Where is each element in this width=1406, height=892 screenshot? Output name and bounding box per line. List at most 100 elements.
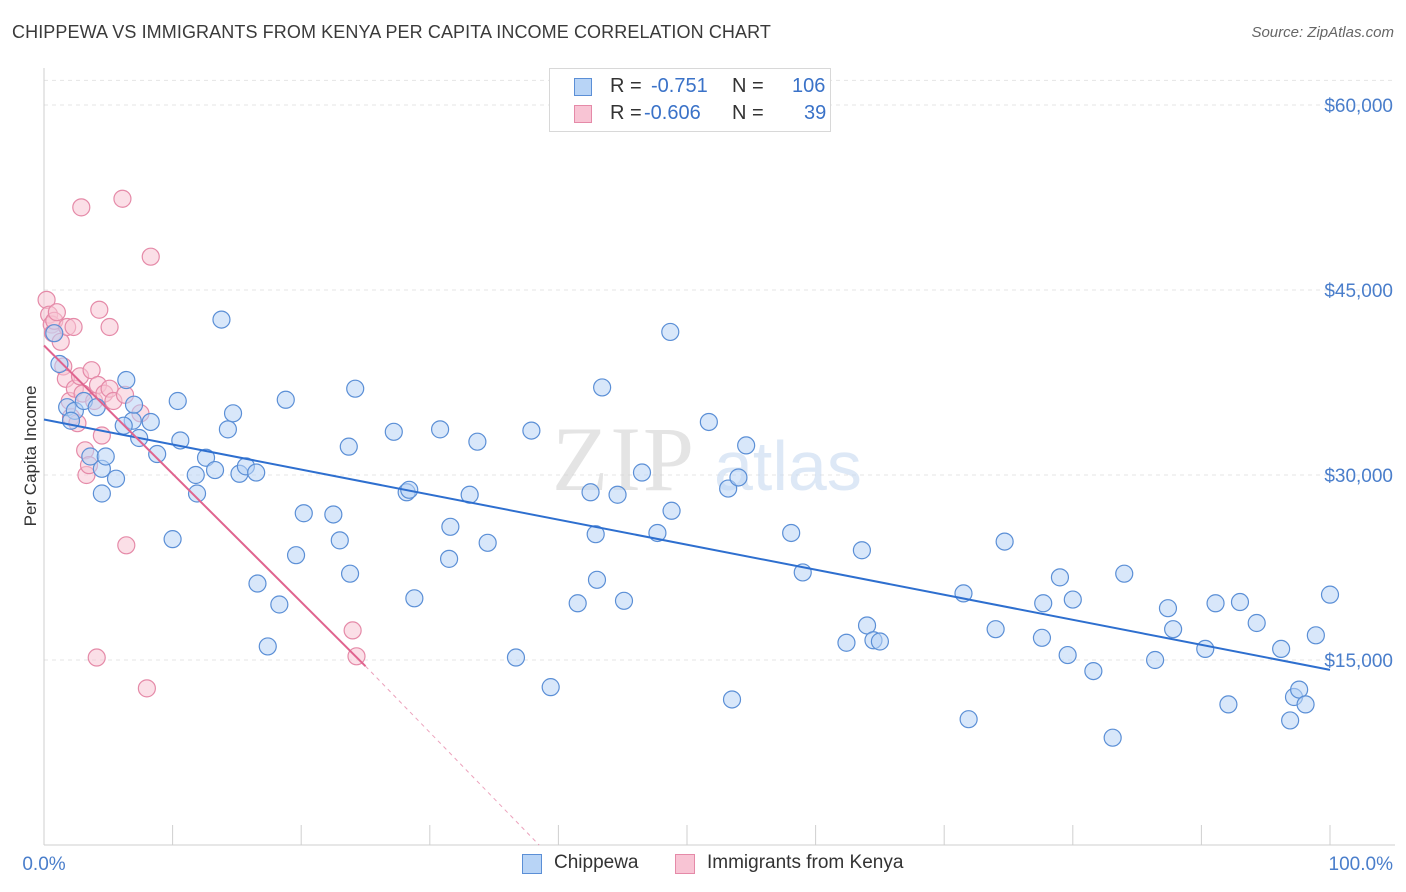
chippewa-point <box>581 483 600 502</box>
chippewa-point <box>87 398 106 417</box>
chippewa-point <box>468 432 487 451</box>
chippewa-point <box>346 379 365 398</box>
chippewa-point <box>339 437 358 456</box>
chippewa-point <box>959 710 978 729</box>
chippewa-point <box>1247 613 1266 633</box>
kenya-point <box>87 648 106 667</box>
chippewa-point <box>1164 620 1183 639</box>
chippewa-point <box>1206 594 1225 613</box>
chippewa-point <box>163 530 182 549</box>
x-tick-label-end: 100.0% <box>1329 854 1394 875</box>
chippewa-point <box>168 391 187 411</box>
chippewa-point <box>212 310 231 329</box>
legend-r-label: R = <box>610 75 642 97</box>
chippewa-point <box>92 484 111 503</box>
legend-n-value: 106 <box>792 75 826 97</box>
kenya-point <box>137 679 156 698</box>
chippewa-point <box>1230 592 1250 612</box>
chippewa-point <box>196 448 216 467</box>
kenya-point <box>47 303 66 322</box>
y-axis-label: Per Capita Income <box>21 386 40 527</box>
chippewa-point <box>852 541 871 560</box>
correlation-legend: R = -0.751 N = 106 R = -0.606 N = 39 <box>549 68 831 132</box>
chippewa-point <box>608 485 627 504</box>
chippewa-point <box>614 591 634 610</box>
chippewa-point <box>632 463 652 482</box>
chippewa-point <box>96 447 115 466</box>
chippewa-point <box>1272 639 1291 659</box>
kenya-point <box>90 300 109 319</box>
chippewa-point <box>439 549 459 568</box>
chippewa-point <box>218 420 237 439</box>
bottom-legend-label-kenya: Immigrants from Kenya <box>707 852 904 873</box>
chippewa-point <box>661 322 680 342</box>
chippewa-point <box>722 690 742 709</box>
chippewa-trend-line <box>43 418 1331 671</box>
chippewa-point <box>248 574 267 593</box>
chippewa-point <box>719 479 738 498</box>
chippewa-point <box>384 422 403 441</box>
chippewa-point <box>1320 585 1340 604</box>
chippewa-point <box>286 546 306 565</box>
y-tick-label: $30,000 <box>1324 466 1393 487</box>
series-chippewa-points <box>45 310 1340 747</box>
chippewa-point <box>1115 564 1134 583</box>
chippewa-point <box>294 504 313 523</box>
legend-r-label: R = <box>610 102 642 124</box>
chippewa-point <box>1281 711 1300 730</box>
axes <box>43 68 1395 846</box>
legend-n-label: N = <box>732 75 764 97</box>
legend-swatch-kenya <box>574 105 592 123</box>
y-tick-label: $45,000 <box>1324 281 1393 302</box>
series-kenya-points <box>37 189 366 698</box>
chippewa-point <box>782 523 801 543</box>
source-label: Source: ZipAtlas.com <box>1251 24 1394 41</box>
chippewa-point <box>662 501 681 520</box>
chippewa-point <box>586 525 605 544</box>
chippewa-point <box>117 370 136 390</box>
x-tick-label-start: 0.0% <box>22 854 65 875</box>
legend-r-value: -0.606 <box>644 102 701 124</box>
chippewa-point <box>870 632 890 651</box>
y-tick-label: $60,000 <box>1324 96 1393 117</box>
tick-labels: $15,000 $30,000 $45,000 $60,000 0.0% 100.0% <box>22 96 1393 875</box>
kenya-point <box>64 317 83 337</box>
chippewa-point <box>148 444 167 464</box>
legend-n-label: N = <box>732 102 764 124</box>
legend-r-value: -0.751 <box>651 75 708 97</box>
chippewa-point <box>430 420 450 439</box>
chippewa-point <box>729 468 748 487</box>
chippewa-point <box>324 505 343 524</box>
kenya-trend-line <box>43 344 367 667</box>
chippewa-point <box>506 648 526 667</box>
chippewa-point <box>247 463 266 482</box>
kenya-point <box>100 317 119 337</box>
chippewa-point <box>405 589 424 608</box>
chippewa-point <box>1050 568 1070 587</box>
watermark-atlas: atlas <box>714 427 862 505</box>
chippewa-point <box>1296 695 1315 714</box>
kenya-point <box>141 247 160 266</box>
chippewa-point <box>995 532 1014 551</box>
chippewa-point <box>522 421 541 440</box>
chippewa-point <box>1146 650 1165 670</box>
chippewa-point <box>1196 639 1215 659</box>
chippewa-point <box>1058 645 1077 665</box>
chippewa-point <box>1219 695 1238 714</box>
chippewa-point <box>737 436 756 455</box>
chippewa-point <box>106 469 126 488</box>
chippewa-point <box>1032 628 1052 647</box>
chippewa-point <box>1306 626 1325 645</box>
chippewa-point <box>340 564 360 583</box>
chippewa-point <box>593 378 612 397</box>
chippewa-point <box>141 412 160 432</box>
chippewa-point <box>223 404 243 423</box>
chippewa-point <box>837 633 856 652</box>
bottom-legend-swatch-chippewa <box>522 854 542 874</box>
y-tick-label: $15,000 <box>1324 651 1393 672</box>
chippewa-point <box>1103 728 1122 747</box>
chippewa-point <box>441 517 460 536</box>
chippewa-point <box>1084 661 1103 681</box>
chippewa-point <box>330 531 349 550</box>
